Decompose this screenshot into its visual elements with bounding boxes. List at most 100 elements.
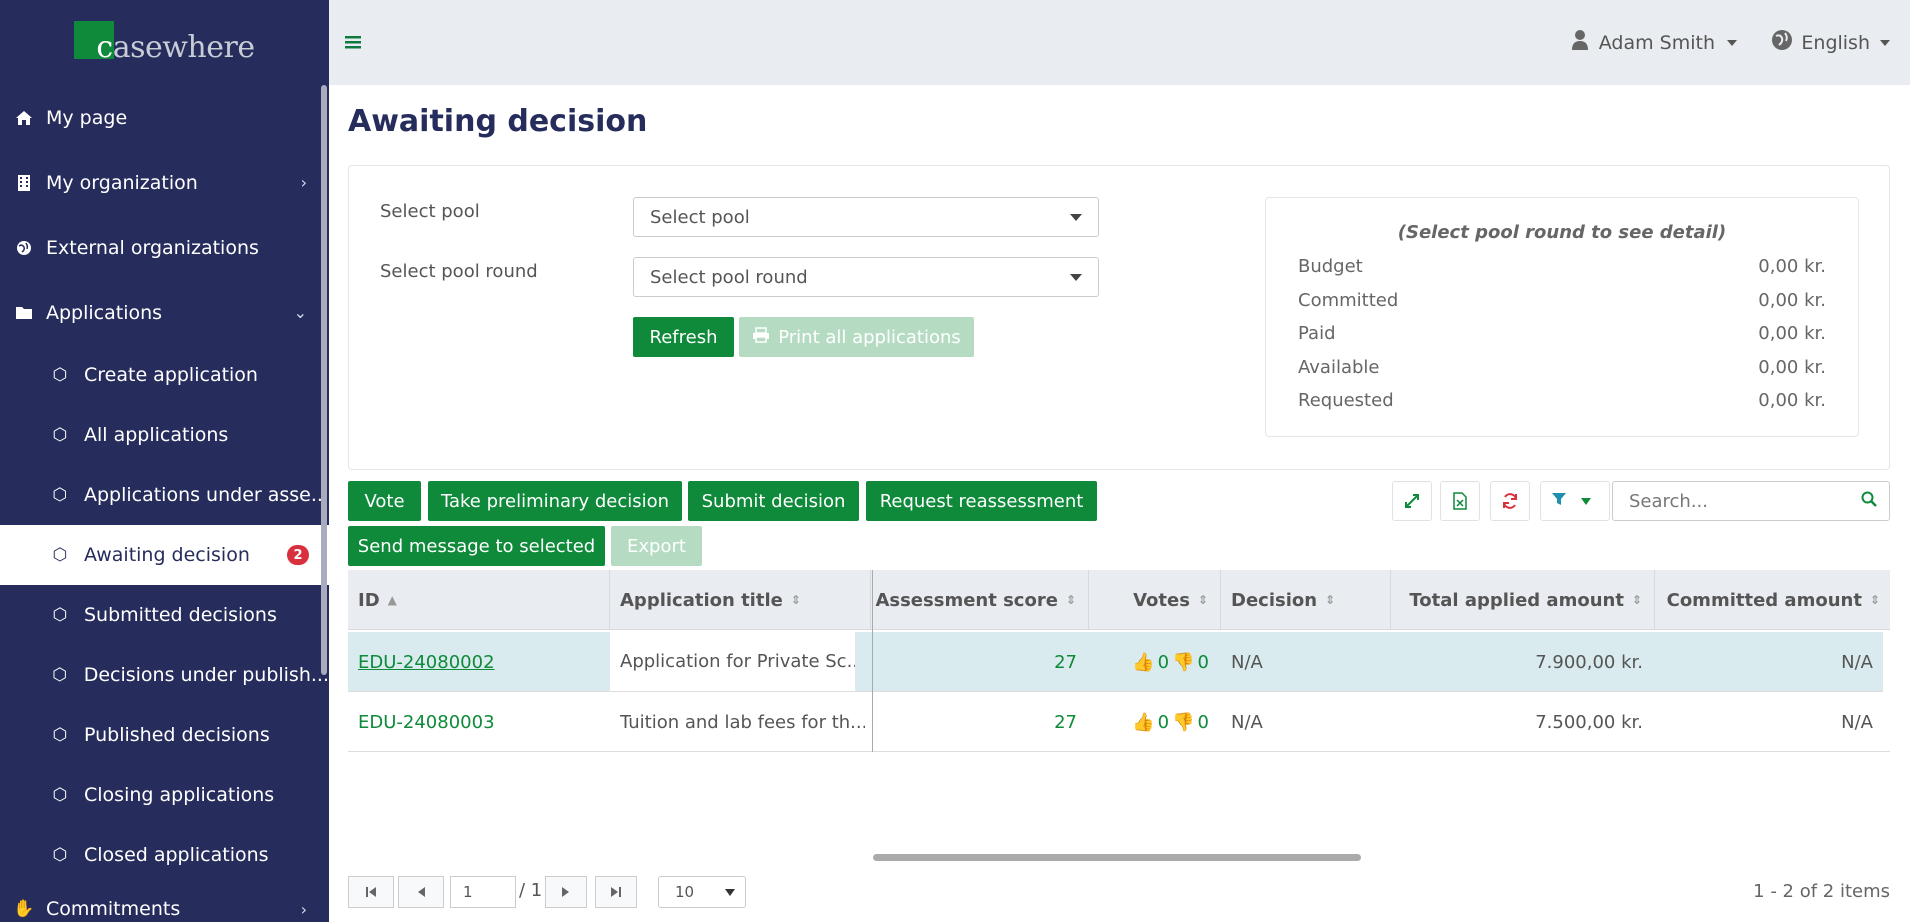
column-label: Total applied amount xyxy=(1409,589,1624,611)
column-header-committed[interactable]: Committed amount ⇕ xyxy=(1655,570,1890,630)
refresh-button[interactable]: Refresh xyxy=(633,317,734,357)
table-row[interactable]: EDU-24080002 Application for Private Sc.… xyxy=(348,632,1883,692)
application-title: Application for Private Sc... xyxy=(610,632,855,691)
sidebar-subitem-closing-applications[interactable]: ⬡ Closing applications xyxy=(0,765,329,825)
sidebar-subitem-applications-under-assessment[interactable]: ⬡ Applications under asse... xyxy=(0,465,329,525)
sidebar-subitem-all-applications[interactable]: ⬡ All applications xyxy=(0,405,329,465)
committed-amount: N/A xyxy=(1841,651,1873,673)
column-header-votes[interactable]: Votes ⇕ xyxy=(1089,570,1221,630)
horizontal-scrollbar[interactable] xyxy=(873,854,1361,861)
summary-label: Budget xyxy=(1298,256,1363,277)
user-menu[interactable]: Adam Smith xyxy=(1571,29,1737,56)
sidebar-item-external-organizations[interactable]: External organizations xyxy=(0,215,329,280)
vote-button[interactable]: Vote xyxy=(348,481,421,521)
sidebar-subitem-create-application[interactable]: ⬡ Create application xyxy=(0,345,329,405)
sort-icon: ⇕ xyxy=(1869,593,1880,607)
summary-value: 0,00 kr. xyxy=(1758,390,1826,411)
request-reassessment-button[interactable]: Request reassessment xyxy=(866,481,1097,521)
globe-icon xyxy=(14,240,34,256)
votes-cell: 👍 0 👎 0 xyxy=(1089,632,1209,692)
sidebar-item-label: External organizations xyxy=(46,236,259,259)
page-number-input[interactable]: 1 xyxy=(450,876,516,908)
sidebar-item-my-organization[interactable]: My organization › xyxy=(0,150,329,215)
search-icon[interactable] xyxy=(1861,491,1877,512)
sidebar-item-label: Awaiting decision xyxy=(84,544,250,566)
column-header-id[interactable]: ID ▲ xyxy=(348,570,610,630)
sort-asc-icon: ▲ xyxy=(387,593,397,607)
refresh-icon[interactable] xyxy=(1490,481,1530,521)
send-message-button[interactable]: Send message to selected xyxy=(348,526,605,566)
print-all-button[interactable]: Print all applications xyxy=(739,317,974,357)
sort-icon: ⇕ xyxy=(1631,593,1642,607)
thumbs-up-icon[interactable]: 👍 xyxy=(1132,651,1155,673)
sidebar-subitem-submitted-decisions[interactable]: ⬡ Submitted decisions xyxy=(0,585,329,645)
column-header-score[interactable]: Assessment score ⇕ xyxy=(873,570,1089,630)
votes-cell: 👍 0 👎 0 xyxy=(1089,692,1209,752)
votes-up-count: 0 xyxy=(1157,651,1170,673)
caret-down-icon xyxy=(1581,497,1591,505)
summary-row-requested: Requested 0,00 kr. xyxy=(1298,390,1826,411)
column-header-title[interactable]: Application title ⇕ xyxy=(610,570,871,630)
codepen-icon: ⬡ xyxy=(52,665,68,685)
export-button[interactable]: Export xyxy=(611,526,702,566)
sort-icon: ⇕ xyxy=(1325,593,1336,607)
folder-icon xyxy=(14,305,34,320)
summary-value: 0,00 kr. xyxy=(1758,256,1826,277)
sidebar-subitem-awaiting-decision[interactable]: ⬡ Awaiting decision 2 xyxy=(0,525,329,585)
sidebar-scrollbar[interactable] xyxy=(321,85,327,675)
search-input[interactable]: Search... xyxy=(1612,481,1890,521)
sidebar-item-label: Create application xyxy=(84,364,258,386)
last-page-button[interactable] xyxy=(595,876,637,908)
application-title: Tuition and lab fees for th... xyxy=(620,711,865,733)
votes-down-count: 0 xyxy=(1197,651,1209,673)
sidebar-subitem-decisions-under-publishing[interactable]: ⬡ Decisions under publish... xyxy=(0,645,329,705)
sort-icon: ⇕ xyxy=(1197,593,1208,607)
chevron-right-icon: › xyxy=(300,173,307,192)
thumbs-down-icon[interactable]: 👎 xyxy=(1172,711,1195,733)
votes-up-count: 0 xyxy=(1157,711,1170,733)
pool-round-label: Select pool round xyxy=(380,261,538,282)
sort-icon: ⇕ xyxy=(1065,593,1076,607)
language-menu[interactable]: English xyxy=(1771,29,1890,56)
page-size-select[interactable]: 10 xyxy=(658,876,746,908)
take-preliminary-decision-button[interactable]: Take preliminary decision xyxy=(428,481,682,521)
sidebar-item-label: Submitted decisions xyxy=(84,604,277,626)
excel-export-icon[interactable] xyxy=(1440,481,1480,521)
page-title: Awaiting decision xyxy=(348,104,648,139)
next-page-button[interactable] xyxy=(545,876,587,908)
column-label: Application title xyxy=(620,589,783,611)
sidebar-item-label: Applications xyxy=(46,301,163,324)
column-label: Committed amount xyxy=(1666,589,1862,611)
pool-round-select[interactable]: Select pool round xyxy=(633,257,1099,297)
expand-icon[interactable] xyxy=(1392,481,1432,521)
submit-decision-button[interactable]: Submit decision xyxy=(688,481,859,521)
table-row[interactable]: EDU-24080003 Tuition and lab fees for th… xyxy=(348,692,1890,752)
sidebar-subitem-published-decisions[interactable]: ⬡ Published decisions xyxy=(0,705,329,765)
column-header-total-applied[interactable]: Total applied amount ⇕ xyxy=(1391,570,1655,630)
thumbs-up-icon[interactable]: 👍 xyxy=(1132,711,1155,733)
codepen-icon: ⬡ xyxy=(52,725,68,745)
summary-value: 0,00 kr. xyxy=(1758,357,1826,378)
summary-row-available: Available 0,00 kr. xyxy=(1298,357,1826,378)
pool-select[interactable]: Select pool xyxy=(633,197,1099,237)
handshake-icon: ✋ xyxy=(13,899,35,919)
pool-label: Select pool xyxy=(380,201,480,222)
first-page-button[interactable] xyxy=(348,876,394,908)
filter-menu[interactable] xyxy=(1540,481,1610,521)
caret-down-icon xyxy=(1727,39,1737,46)
application-id-link[interactable]: EDU-24080002 xyxy=(358,651,495,673)
sidebar-item-commitments[interactable]: ✋ Commitments › xyxy=(0,885,329,922)
hamburger-menu-icon[interactable] xyxy=(345,30,367,55)
application-id-link[interactable]: EDU-24080003 xyxy=(358,711,495,733)
building-icon xyxy=(14,174,34,192)
sidebar-item-applications[interactable]: Applications ⌄ xyxy=(0,280,329,345)
summary-label: Requested xyxy=(1298,390,1394,411)
column-header-decision[interactable]: Decision ⇕ xyxy=(1221,570,1391,630)
assessment-score: 27 xyxy=(1054,651,1077,673)
thumbs-down-icon[interactable]: 👎 xyxy=(1172,651,1195,673)
votes-down-count: 0 xyxy=(1197,711,1209,733)
sidebar-item-my-page[interactable]: My page xyxy=(0,85,329,150)
logo[interactable]: casewhere xyxy=(0,0,329,85)
sidebar-subitem-closed-applications[interactable]: ⬡ Closed applications xyxy=(0,825,329,885)
previous-page-button[interactable] xyxy=(398,876,444,908)
